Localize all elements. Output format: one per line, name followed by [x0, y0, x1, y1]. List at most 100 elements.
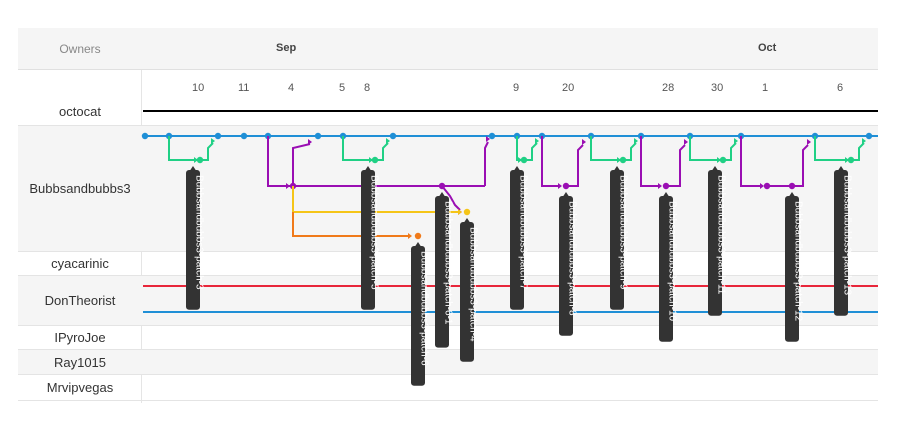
commit-dot[interactable] [314, 132, 322, 140]
graph-edge [851, 142, 865, 161]
branch-label-tag [659, 196, 673, 342]
branch-label[interactable]: Bubbsandbubbs3-patch-6-1 [435, 192, 454, 348]
owner-mrvipvegas[interactable]: Mrvipvegas [18, 375, 142, 401]
commit-dot[interactable] [488, 132, 496, 140]
graph-edge [524, 142, 538, 161]
branch-label-text: Bubbsandbubbs3-patch-10 [667, 201, 678, 322]
owner-ray1015[interactable]: Ray1015 [18, 350, 142, 375]
owner-octocat[interactable]: octocat [18, 70, 142, 126]
graph-edge [267, 136, 290, 187]
day-label: 5 [339, 82, 346, 94]
commit-dot[interactable] [240, 132, 248, 140]
branch-label[interactable]: Bubbsandbubbs3-patch-11 [708, 166, 727, 316]
branch-label[interactable]: Bubbsandbubbs3-patch-3 [186, 166, 205, 310]
branch-label-tag [435, 196, 449, 348]
arrow-head [194, 157, 198, 163]
arrow-head [369, 157, 373, 163]
branch-label-tag [559, 196, 573, 336]
branch-label[interactable]: Bubbsandbubbs3-patch-13 [834, 166, 853, 316]
owner-name: Ray1015 [53, 354, 107, 370]
timeline-header: Sep Oct [142, 28, 878, 70]
graph-edge [723, 142, 737, 161]
commit-dot[interactable] [865, 132, 873, 140]
branch-label-text: Bubbsandbubbs3-patch-12 [793, 201, 804, 322]
branch-label-text: Bubbsandbubbs3-patch-11 [716, 175, 727, 295]
branch-label[interactable]: Bubbsandbubbs3-patch-12 [785, 192, 804, 342]
graph-edge [516, 136, 522, 161]
day-label: 4 [288, 82, 295, 94]
arrow-head [617, 157, 621, 163]
owner-row-band [142, 350, 878, 375]
commit-dot[interactable] [214, 132, 222, 140]
branch-label-text: Bubbsandbubbs3-patch-8 [567, 201, 578, 316]
arrow-head [408, 233, 412, 239]
day-label: 20 [562, 82, 575, 94]
owner-cyacarinic[interactable]: cyacarinic [18, 252, 142, 276]
branch-label[interactable]: Bubbsandbubbs3-patch-6 [411, 242, 430, 386]
day-label: 9 [513, 82, 520, 94]
branch-label[interactable]: Bubbsandbubbs3-patch-8 [559, 192, 578, 336]
branch-label[interactable]: Bubbsandbubbs3-patch-9 [610, 166, 629, 310]
owner-name: IPyroJoe [54, 330, 106, 345]
arrow-head [845, 157, 849, 163]
day-label: 10 [192, 82, 205, 94]
graph-edge [168, 136, 198, 161]
commit-dot[interactable] [389, 132, 397, 140]
commit-dot[interactable] [141, 132, 149, 140]
branch-label-tag [361, 170, 375, 310]
graph-edge [200, 142, 214, 161]
branch-label-text: Bubbsandbubbs3-patch-3 [194, 175, 205, 290]
owner-row-band [142, 70, 878, 126]
owner-name: octocat [59, 104, 101, 119]
arrow-head [518, 157, 522, 163]
arrow-head [386, 138, 390, 144]
branch-label[interactable]: Bubbsandbubbs3-patch-10 [659, 192, 678, 342]
arrow-head [862, 138, 866, 144]
branch-label-tag [610, 170, 624, 310]
month-label: Sep [276, 42, 297, 54]
arrow-head [684, 139, 688, 145]
day-label: 11 [238, 82, 250, 94]
day-label: 6 [837, 82, 844, 94]
graph-edge [814, 136, 849, 161]
branch-label[interactable]: Bubbsandbubbs3-patch-7 [510, 166, 529, 310]
owner-ipyrojoe[interactable]: IPyroJoe [18, 326, 142, 350]
graph-edge [441, 185, 461, 211]
branch-label[interactable]: Bubbsandbubbs3-patch-5 [361, 166, 380, 310]
branch-label-text: Bubbsandbubbs3-patch-5 [369, 175, 380, 290]
arrow-head [558, 183, 562, 189]
owner-row-band [142, 375, 878, 401]
arrow-head [486, 136, 490, 142]
arrow-head [308, 139, 312, 145]
arrow-head [582, 139, 586, 145]
branch-label-tag [708, 170, 722, 316]
branch-label-text: Bubbsandbubbs3-patch-6-1 [443, 201, 454, 325]
graph-edge [541, 136, 560, 187]
owner-name: Mrvipvegas [46, 380, 114, 395]
commit-dot[interactable] [414, 232, 422, 240]
branch-label-tag [510, 170, 524, 310]
arrow-head [458, 209, 462, 215]
owner-name: Bubbsandbubbs3 [29, 181, 131, 196]
arrow-head [807, 139, 811, 145]
commit-dot[interactable] [463, 208, 471, 216]
day-label: 30 [711, 82, 724, 94]
owner-bubbsandbubbs3[interactable]: Bubbsandbubbs3 [18, 126, 142, 252]
branch-label-tag [834, 170, 848, 316]
graph-edge [292, 143, 311, 186]
arrow-head [717, 157, 721, 163]
branch-label-tag [411, 246, 425, 386]
graph-edge [792, 144, 809, 187]
day-label: 28 [662, 82, 675, 94]
graph-edge [666, 144, 686, 187]
branch-label[interactable]: Bubbsandbubbs3-patch-4 [460, 218, 479, 362]
graph-edge [566, 144, 584, 187]
owner-dontheorist[interactable]: DonTheorist [18, 276, 142, 326]
graph-edge [689, 136, 721, 161]
graph-edge [590, 136, 621, 161]
branch-label-tag [460, 222, 474, 362]
owners-header: Owners [18, 28, 142, 70]
day-label: 1 [762, 82, 769, 94]
arrow-head [211, 138, 215, 144]
